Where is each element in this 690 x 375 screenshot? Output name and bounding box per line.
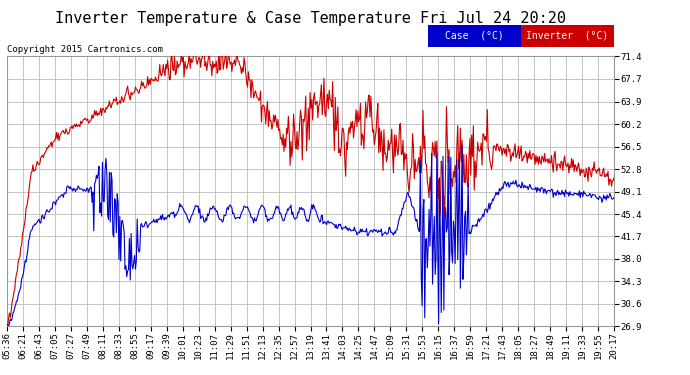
Text: Copyright 2015 Cartronics.com: Copyright 2015 Cartronics.com bbox=[7, 45, 163, 54]
Text: Case  (°C): Case (°C) bbox=[445, 31, 504, 41]
Text: Inverter Temperature & Case Temperature Fri Jul 24 20:20: Inverter Temperature & Case Temperature … bbox=[55, 11, 566, 26]
Text: Inverter  (°C): Inverter (°C) bbox=[526, 31, 609, 41]
